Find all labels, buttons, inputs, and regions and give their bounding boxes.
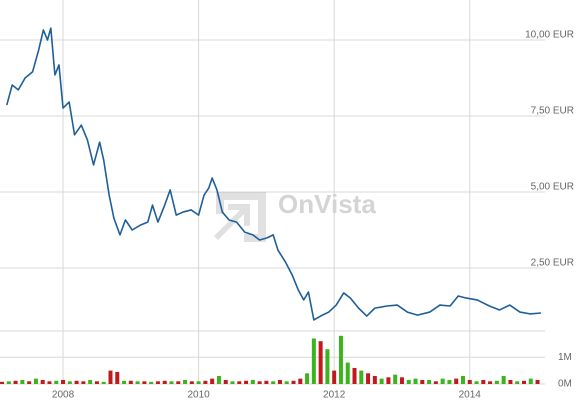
watermark-logo [214,192,266,242]
volume-bar [535,379,540,384]
volume-bar [271,381,276,384]
volume-bar [244,380,249,384]
y2-tick-label: 0M [558,379,572,390]
volume-bar [420,379,425,384]
volume-bar [345,362,350,384]
volume-bar [169,381,174,384]
volume-bar [440,378,445,384]
volume-bar [13,380,18,384]
volume-bar [61,379,66,384]
y-tick-label: 10,00 EUR [525,30,574,41]
volume-bar [264,380,269,384]
volume-bar [318,341,323,384]
volume-bar [223,379,228,384]
volume-bar [311,338,316,384]
volume-bar [33,378,38,384]
volume-bar [460,375,465,384]
volume-bar [135,381,140,384]
y-tick-label: 7,50 EUR [531,106,574,117]
volume-bar [454,378,459,384]
volume-bar [210,378,215,384]
volume-bar [128,380,133,384]
volume-bar [393,374,398,384]
volume-bar [47,381,52,384]
volume-bar [122,380,127,384]
volume-bar [521,380,526,384]
volume-bar [447,379,452,384]
watermark-text: OnVista [278,189,376,219]
volume-bar [494,380,499,384]
volume-bar [6,381,11,384]
volume-bar [94,381,99,384]
x-tick-label: 2014 [459,390,482,401]
volume-bar [474,381,479,384]
volume-bar [413,378,418,384]
volume-bar [189,381,194,384]
volume-bar [0,381,5,384]
volume-bar [203,380,208,384]
volume-bar [386,377,391,384]
grid [0,0,545,385]
volume-bar [40,379,45,384]
volume-bar [399,377,404,384]
volume-bar [54,380,59,384]
volume-bar [155,381,160,384]
volume-bar [515,381,520,384]
volume-bar [379,378,384,384]
volume-bar [101,381,106,384]
volume-bar [216,375,221,384]
volume-bar [250,379,255,384]
volume-bar [142,381,147,384]
volume-bar [81,381,86,384]
volume-bar [372,375,377,384]
volume-bar [488,381,493,384]
y-tick-label: 2,50 EUR [531,258,574,269]
y-tick-label: 5,00 EUR [531,182,574,193]
volume-bar [528,378,533,384]
x-tick-label: 2012 [323,390,346,401]
volume-bar [352,367,357,384]
volume-bar [284,381,289,384]
volume-bar [230,381,235,384]
volume-bar [359,370,364,384]
volume-bar [115,371,120,384]
volume-bar [196,381,201,384]
volume-bar [325,349,330,384]
volume-bar [183,379,188,384]
volume-bar [74,380,79,384]
volume-bar [67,381,72,384]
volume-bar [176,381,181,384]
volume-bar [406,379,411,384]
x-tick-label: 2010 [187,390,210,401]
volume-bar [237,381,242,384]
volume-bar [338,335,343,384]
x-tick-label: 2008 [52,390,75,401]
volume-bar [508,379,513,384]
volume-bar [27,381,32,384]
volume-bar [467,379,472,384]
volume-bar [88,379,93,384]
volume-bar [162,380,167,384]
volume-bar [501,375,506,384]
volume-bar [20,379,25,384]
volume-bar [427,379,432,384]
y2-tick-label: 1M [558,352,572,363]
price-line [6,27,541,321]
volume-bar [291,380,296,384]
volume-bar [366,373,371,384]
volume-bar [481,379,486,384]
volume-bar [433,381,438,384]
volume-bar [332,370,337,384]
volume-bar [108,370,113,384]
volume-bar [298,378,303,384]
volume-bar [257,381,262,384]
volume-bar [305,373,310,384]
volume-bar [277,379,282,384]
volume-bars [0,335,540,384]
volume-bar [149,381,154,384]
